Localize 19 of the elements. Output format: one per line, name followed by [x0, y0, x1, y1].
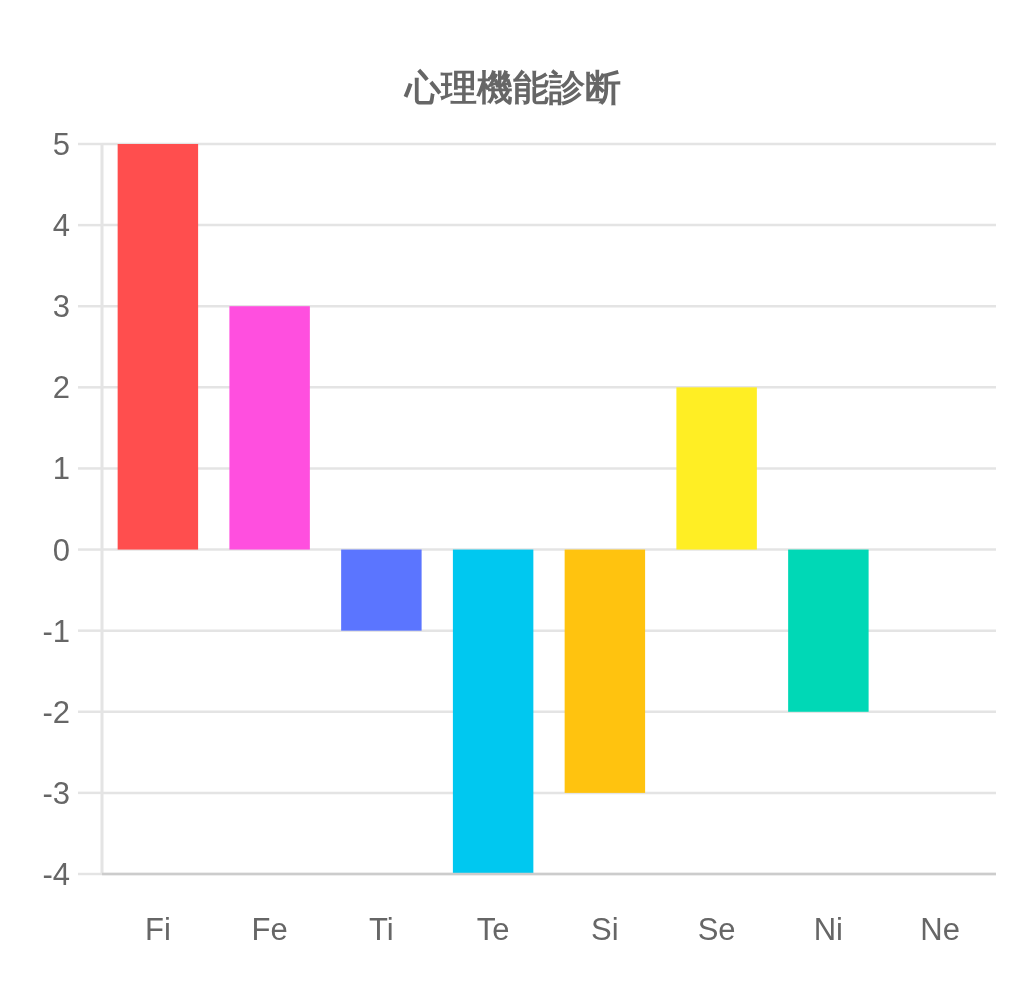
- xtick: Fi: [144, 912, 171, 947]
- xtick: Te: [476, 912, 510, 947]
- xtick: Ti: [369, 912, 394, 947]
- xtick: Si: [591, 912, 619, 947]
- ytick: 4: [52, 208, 70, 244]
- xtick: Se: [697, 912, 736, 947]
- ytick: 3: [52, 289, 70, 325]
- ytick: 0: [52, 532, 70, 568]
- xtick: Ni: [813, 912, 843, 947]
- ytick: -1: [42, 613, 70, 649]
- ytick: -4: [42, 857, 70, 892]
- ytick: -2: [42, 694, 70, 730]
- ytick: -3: [42, 775, 70, 811]
- ytick: 5: [52, 127, 70, 162]
- ytick: 1: [52, 451, 70, 487]
- ytick: 2: [52, 370, 70, 406]
- xtick: Fe: [251, 912, 288, 947]
- xtick: Ne: [920, 912, 960, 947]
- title: 心理機能診断: [405, 67, 621, 108]
